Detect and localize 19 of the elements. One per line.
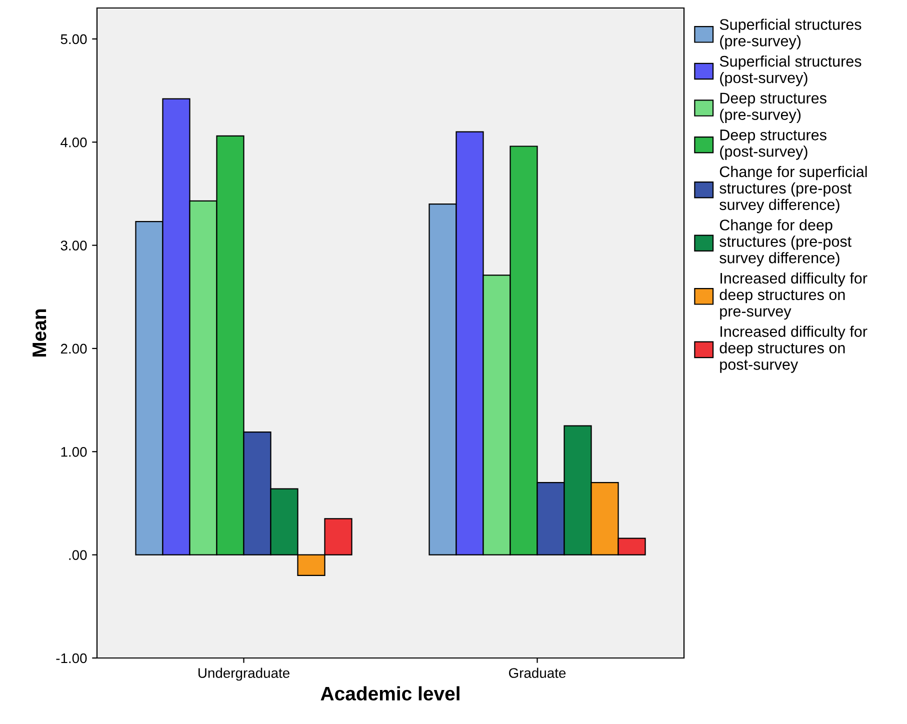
y-tick-label: 2.00 — [60, 344, 87, 354]
legend-label: Change for deep structures (pre-post survey difference) — [720, 219, 852, 266]
legend-label: Change for superficial structures (pre-post survey difference) — [720, 166, 867, 214]
y-axis-title: Mean — [32, 309, 46, 357]
y-tick-label: 5.00 — [60, 34, 87, 44]
y-tick-label: -1.00 — [56, 653, 87, 664]
legend-label: Increased difficulty for deep structures on post-survey — [720, 326, 868, 373]
legend-label: Deep structures (post-survey) — [720, 130, 826, 160]
x-axis-title: Academic level — [320, 686, 460, 701]
x-tick-label: Undergraduate — [198, 668, 290, 681]
legend-label: Increased difficulty for deep structures on pre-survey — [720, 272, 868, 320]
legend-label: Superficial structures (pre-survey) — [720, 18, 862, 50]
legend-label: Superficial structures (post-survey) — [720, 56, 862, 86]
y-tick-label: 4.00 — [60, 137, 87, 148]
legend-label: Deep structures (pre-survey) — [720, 92, 826, 124]
y-tick-label: .00 — [69, 550, 87, 560]
y-tick-label: 1.00 — [61, 446, 87, 457]
y-tick-label: 3.00 — [60, 240, 87, 250]
x-tick-label: Graduate — [508, 668, 566, 678]
